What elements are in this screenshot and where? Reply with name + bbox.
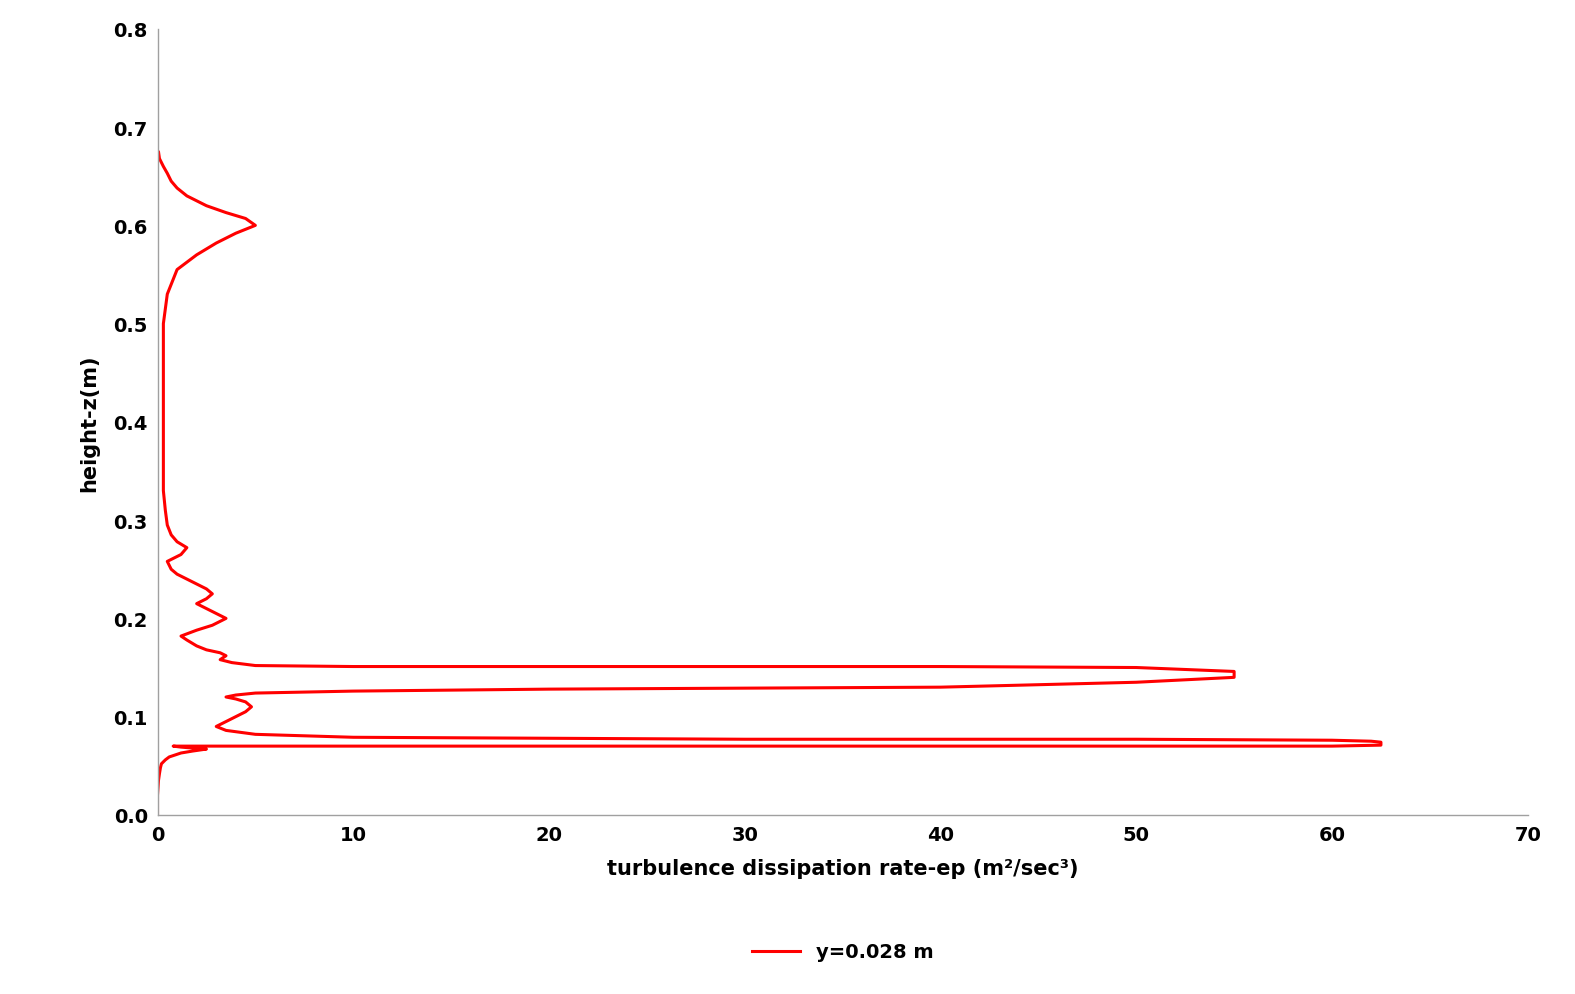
Legend: y=0.028 m: y=0.028 m xyxy=(743,934,942,969)
X-axis label: turbulence dissipation rate-ep (m²/sec³): turbulence dissipation rate-ep (m²/sec³) xyxy=(606,858,1079,878)
Y-axis label: height-z(m): height-z(m) xyxy=(79,354,99,491)
